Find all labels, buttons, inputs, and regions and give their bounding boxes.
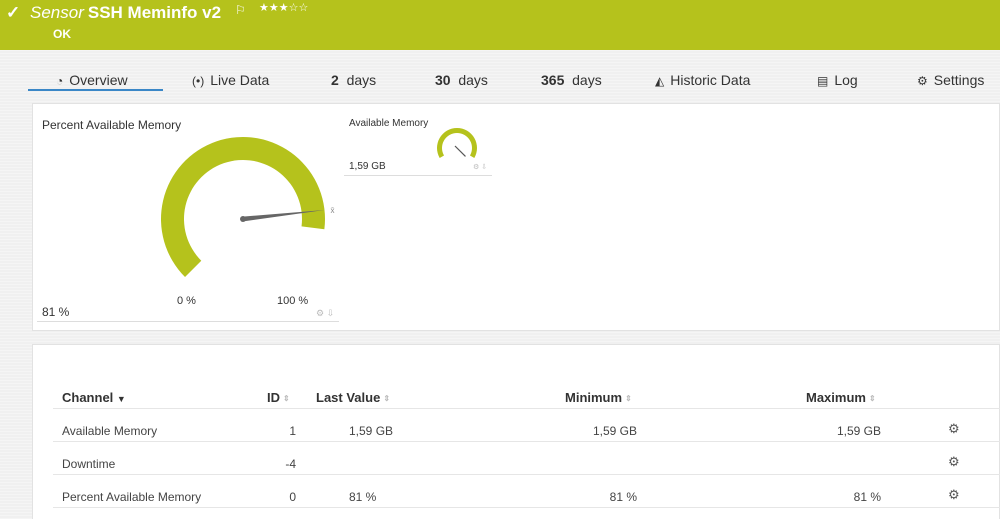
percent-memory-gauge[interactable]: x̄: [128, 134, 358, 304]
column-header-last-value[interactable]: Last Value ⇕: [316, 390, 390, 405]
divider: [53, 408, 1000, 409]
tab-label: days: [572, 72, 602, 88]
column-header-minimum[interactable]: Minimum ⇕: [565, 390, 632, 405]
sort-icon: ⇕: [868, 394, 876, 403]
gauge-max-label: 100 %: [277, 295, 309, 307]
channel-id: 1: [289, 424, 296, 438]
svg-text:x̄: x̄: [330, 206, 334, 215]
channel-settings-icon[interactable]: ⚙: [948, 421, 960, 436]
small-gauge-value: 1,59 GB: [349, 161, 386, 172]
status-text: OK: [53, 27, 71, 41]
sort-icon: ⇕: [625, 394, 632, 403]
column-header-id[interactable]: ID ⇕: [267, 390, 290, 405]
area-chart-icon: ◭: [655, 74, 665, 88]
header-label: Channel: [62, 390, 114, 405]
gauge-icon: ◔: [56, 74, 64, 88]
tab-number: 365: [541, 72, 565, 88]
tab-overview[interactable]: ◔ Overview: [56, 72, 128, 88]
maximum-value: 1,59 GB: [836, 424, 881, 438]
tab-number: 2: [331, 72, 339, 88]
channel-name[interactable]: Downtime: [62, 457, 116, 471]
broadcast-icon: (•): [192, 74, 205, 88]
last-value: 81 %: [349, 490, 377, 504]
channel-name[interactable]: Percent Available Memory: [62, 490, 202, 504]
gauge-min-label: 0 %: [177, 295, 196, 307]
channel-settings-icon[interactable]: ⚙: [948, 487, 960, 502]
tab-number: 30: [435, 72, 451, 88]
sort-icon: ⇕: [383, 394, 391, 403]
gauge-tools-icon[interactable]: ⚙ ⇩: [316, 308, 335, 318]
tab-settings[interactable]: ⚙ Settings: [917, 72, 984, 88]
header-label: Last Value: [316, 390, 381, 405]
sensor-title: Sensor SSH Meminfo v2: [30, 3, 221, 23]
sort-down-icon: ▼: [116, 394, 126, 404]
title-prefix: Sensor: [30, 3, 84, 22]
small-gauge-title: Available Memory: [349, 118, 429, 129]
tab-historic-data[interactable]: ◭ Historic Data: [655, 72, 750, 88]
channel-settings-icon[interactable]: ⚙: [948, 454, 960, 469]
channel-id: -4: [285, 457, 296, 471]
divider: [37, 321, 339, 322]
minimum-value: 1,59 GB: [592, 424, 637, 438]
tab-365-days[interactable]: 365 days: [541, 72, 602, 88]
gauge-panel: Percent Available Memory x̄ 0 % 100 % 81…: [32, 103, 1000, 331]
check-icon: ✓: [6, 3, 21, 22]
tab-bar: ◔ Overview (•) Live Data 2 days 30 days 36…: [28, 62, 1000, 92]
gear-icon: ⚙: [917, 74, 928, 88]
divider: [344, 175, 492, 176]
channel-table: Channel ▼ ID ⇕ Last Value ⇕ Minimum ⇕ Maxim…: [32, 344, 1000, 519]
tab-label: Live Data: [210, 72, 270, 88]
tab-log[interactable]: ▤ Log: [817, 72, 858, 88]
column-header-channel[interactable]: Channel ▼: [62, 390, 126, 405]
tab-label: days: [458, 72, 488, 88]
gauge-title: Percent Available Memory: [42, 118, 182, 132]
tab-2-days[interactable]: 2 days: [331, 72, 376, 88]
title-name: SSH Meminfo v2: [87, 3, 222, 22]
small-gauge-tools-icon[interactable]: ⚙ ⇩: [473, 164, 488, 171]
gauge-value: 81 %: [42, 305, 70, 319]
last-value: 1,59 GB: [349, 424, 394, 438]
divider: [53, 474, 1000, 475]
sensor-header: ✓ Sensor SSH Meminfo v2 ⚐ ★★★☆☆ OK: [0, 0, 1000, 50]
tab-live-data[interactable]: (•) Live Data: [192, 72, 269, 88]
channel-id: 0: [289, 490, 296, 504]
sort-icon: ⇕: [283, 394, 290, 403]
channel-name[interactable]: Available Memory: [62, 424, 158, 438]
tab-30-days[interactable]: 30 days: [435, 72, 488, 88]
tab-label: days: [346, 72, 377, 88]
log-icon: ▤: [817, 74, 829, 88]
minimum-value: 81 %: [609, 490, 637, 504]
divider: [53, 507, 1000, 508]
tab-label: Overview: [69, 72, 128, 88]
available-memory-gauge[interactable]: [433, 124, 489, 176]
tab-label: Historic Data: [670, 72, 751, 88]
priority-stars[interactable]: ★★★☆☆: [259, 2, 309, 14]
tab-label: Log: [834, 72, 858, 88]
tab-label: Settings: [933, 72, 985, 88]
header-label: Maximum: [806, 390, 866, 405]
divider: [53, 441, 1000, 442]
active-tab-indicator: [28, 89, 163, 91]
header-label: Minimum: [565, 390, 623, 405]
maximum-value: 81 %: [853, 490, 881, 504]
flag-icon[interactable]: ⚐: [235, 3, 246, 17]
column-header-maximum[interactable]: Maximum ⇕: [806, 390, 876, 405]
header-label: ID: [267, 390, 280, 405]
